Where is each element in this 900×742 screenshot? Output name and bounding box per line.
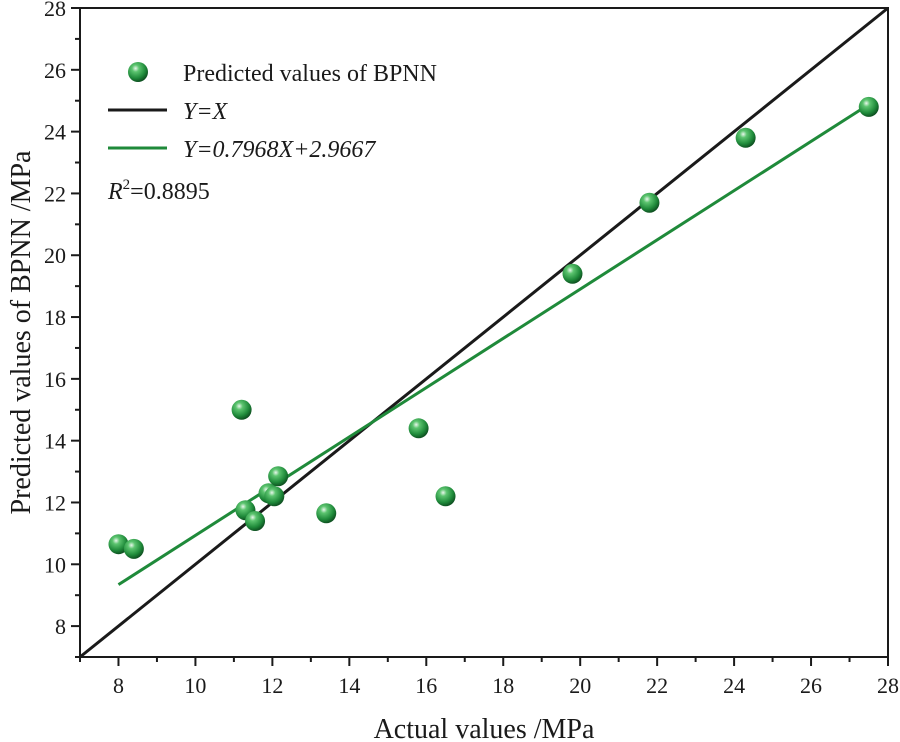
data-point <box>858 96 879 117</box>
x-tick-label: 24 <box>723 673 745 698</box>
data-point <box>245 511 266 532</box>
y-tick-label: 18 <box>44 305 66 330</box>
x-tick-label: 26 <box>800 673 822 698</box>
y-tick-label: 20 <box>44 243 66 268</box>
data-point <box>316 503 337 524</box>
y-axis-ticks: 8 10 12 14 16 18 20 22 24 26 28 <box>44 0 80 658</box>
x-tick-label: 18 <box>492 673 514 698</box>
x-tick-label: 22 <box>646 673 668 698</box>
x-tick-label: 10 <box>184 673 206 698</box>
x-axis-ticks: 8 10 12 14 16 18 20 22 24 26 28 <box>79 657 899 698</box>
x-tick-label: 14 <box>338 673 360 698</box>
data-point <box>264 486 285 507</box>
data-point <box>735 127 756 148</box>
legend-label-identity-line: Y=X <box>183 99 229 125</box>
identity-line <box>79 6 889 659</box>
x-tick-label: 16 <box>415 673 437 698</box>
y-tick-label: 10 <box>44 552 66 577</box>
x-tick-label: 12 <box>261 673 283 698</box>
y-tick-label: 8 <box>55 614 66 639</box>
y-tick-label: 24 <box>44 120 66 145</box>
legend-label-points: Predicted values of BPNN <box>183 61 437 87</box>
y-tick-label: 12 <box>44 490 66 515</box>
x-axis-title: Actual values /MPa <box>374 714 595 742</box>
plot-frame <box>79 7 889 658</box>
data-point <box>231 399 252 420</box>
r-squared-value: =0.8895 <box>130 179 210 205</box>
y-tick-label: 14 <box>44 429 66 454</box>
data-point <box>108 534 129 555</box>
y-tick-label: 28 <box>44 0 66 21</box>
data-point <box>268 466 289 487</box>
r-squared-annotation: R2=0.8895 <box>107 177 210 205</box>
data-point <box>639 192 660 213</box>
r-squared-superscript: 2 <box>123 177 131 193</box>
plot-area <box>79 7 889 658</box>
y-tick-label: 26 <box>44 58 66 83</box>
data-point <box>123 538 144 559</box>
y-tick-label: 22 <box>44 181 66 206</box>
r-squared-symbol: R <box>107 179 123 205</box>
data-point <box>408 418 429 439</box>
x-tick-label: 20 <box>569 673 591 698</box>
data-point <box>562 263 583 284</box>
legend-label-fit-line: Y=0.7968X+2.9667 <box>183 137 376 163</box>
regression-line <box>117 103 870 586</box>
x-tick-label: 8 <box>113 673 124 698</box>
legend-marker-points <box>128 62 148 82</box>
y-tick-label: 16 <box>44 367 66 392</box>
y-axis-title: Predicted values of BPNN /MPa <box>6 150 37 515</box>
legend: Predicted values of BPNN Y=X Y=0.7968X+2… <box>107 61 437 205</box>
series-points <box>108 96 879 559</box>
data-point <box>435 486 456 507</box>
x-tick-label: 28 <box>877 673 899 698</box>
